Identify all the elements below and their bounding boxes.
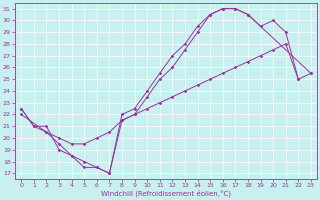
X-axis label: Windchill (Refroidissement éolien,°C): Windchill (Refroidissement éolien,°C): [101, 190, 231, 197]
